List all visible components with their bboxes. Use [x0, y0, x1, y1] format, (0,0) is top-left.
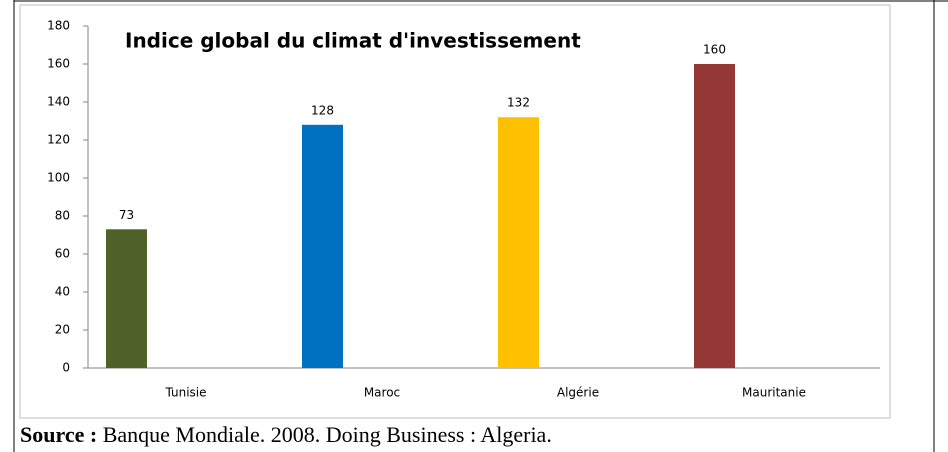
- y-tick-label: 40: [55, 285, 70, 299]
- source-text: Banque Mondiale. 2008. Doing Business : …: [103, 422, 552, 447]
- y-tick-label: 120: [47, 133, 70, 147]
- y-tick-label: 140: [47, 95, 70, 109]
- chart-title: Indice global du climat d'investissement: [125, 29, 581, 53]
- x-tick-label: Mauritanie: [742, 386, 806, 400]
- x-tick-label: Maroc: [364, 386, 400, 400]
- bar: [498, 117, 539, 368]
- y-tick-label: 60: [55, 247, 70, 261]
- bar: [694, 64, 735, 368]
- x-tick-label: Algérie: [557, 386, 599, 400]
- source: Source : Banque Mondiale. 2008. Doing Bu…: [20, 422, 552, 447]
- bar: [106, 229, 147, 368]
- data-label: 132: [507, 96, 530, 110]
- data-label: 73: [119, 208, 134, 222]
- data-label: 128: [311, 103, 334, 117]
- x-tick-label: Tunisie: [164, 386, 206, 400]
- y-tick-label: 100: [47, 171, 70, 185]
- bar: [302, 124, 343, 368]
- data-label: 160: [703, 43, 726, 57]
- source-label: Source :: [20, 422, 97, 447]
- y-tick-label: 80: [55, 209, 70, 223]
- y-tick-label: 20: [55, 323, 70, 337]
- chart-border: [19, 4, 891, 419]
- y-tick-label: 160: [47, 57, 70, 71]
- y-tick-label: 180: [47, 19, 70, 33]
- y-tick-label: 0: [62, 361, 70, 375]
